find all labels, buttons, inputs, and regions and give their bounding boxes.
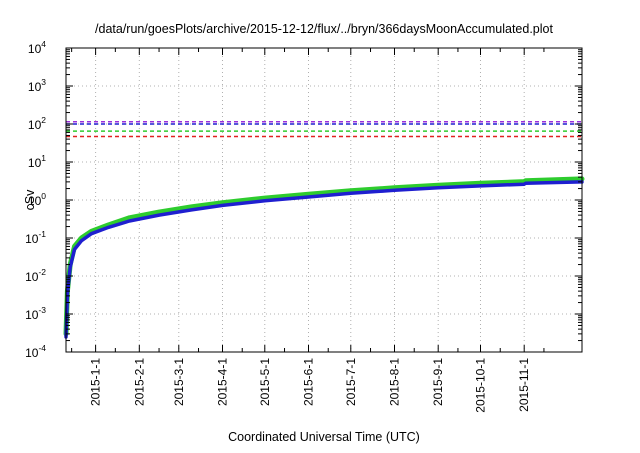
- y-tick-label: 10-1: [25, 229, 46, 246]
- x-tick-label: 2015-8-1: [387, 358, 401, 406]
- x-tick-label: 2015-3-1: [172, 358, 186, 406]
- x-tick-label: 2015-7-1: [344, 358, 358, 406]
- y-tick-label: 102: [28, 115, 46, 132]
- y-tick-label: 103: [28, 77, 46, 94]
- y-tick-label: 104: [28, 39, 46, 56]
- chart-title: /data/run/goesPlots/archive/2015-12-12/f…: [95, 22, 553, 36]
- y-tick-label: 10-2: [25, 267, 46, 284]
- plot-frame: [65, 47, 583, 353]
- series-line: [63, 176, 585, 337]
- x-tick-label: 2015-6-1: [301, 358, 315, 406]
- y-tick-label: 10-4: [25, 343, 46, 360]
- x-tick-label: 2015-9-1: [431, 358, 445, 406]
- reference-lines: [66, 120, 582, 138]
- grid-layer: [66, 48, 582, 352]
- x-tick-label: 2015-4-1: [215, 358, 229, 406]
- series-layer: [63, 176, 585, 339]
- series-line: [64, 180, 584, 339]
- y-tick-label: 101: [28, 153, 46, 170]
- y-tick-label: 10-3: [25, 305, 46, 322]
- x-tick-label: 2015-5-1: [258, 358, 272, 406]
- x-axis-label: Coordinated Universal Time (UTC): [228, 430, 420, 444]
- x-tick-label: 2015-2-1: [132, 358, 146, 406]
- y-axis-label: cSv: [23, 189, 37, 211]
- x-tick-label: 2015-1-1: [89, 358, 103, 406]
- x-tick-label: 2015-11-1: [517, 358, 531, 412]
- x-tick-label: 2015-10-1: [473, 358, 487, 413]
